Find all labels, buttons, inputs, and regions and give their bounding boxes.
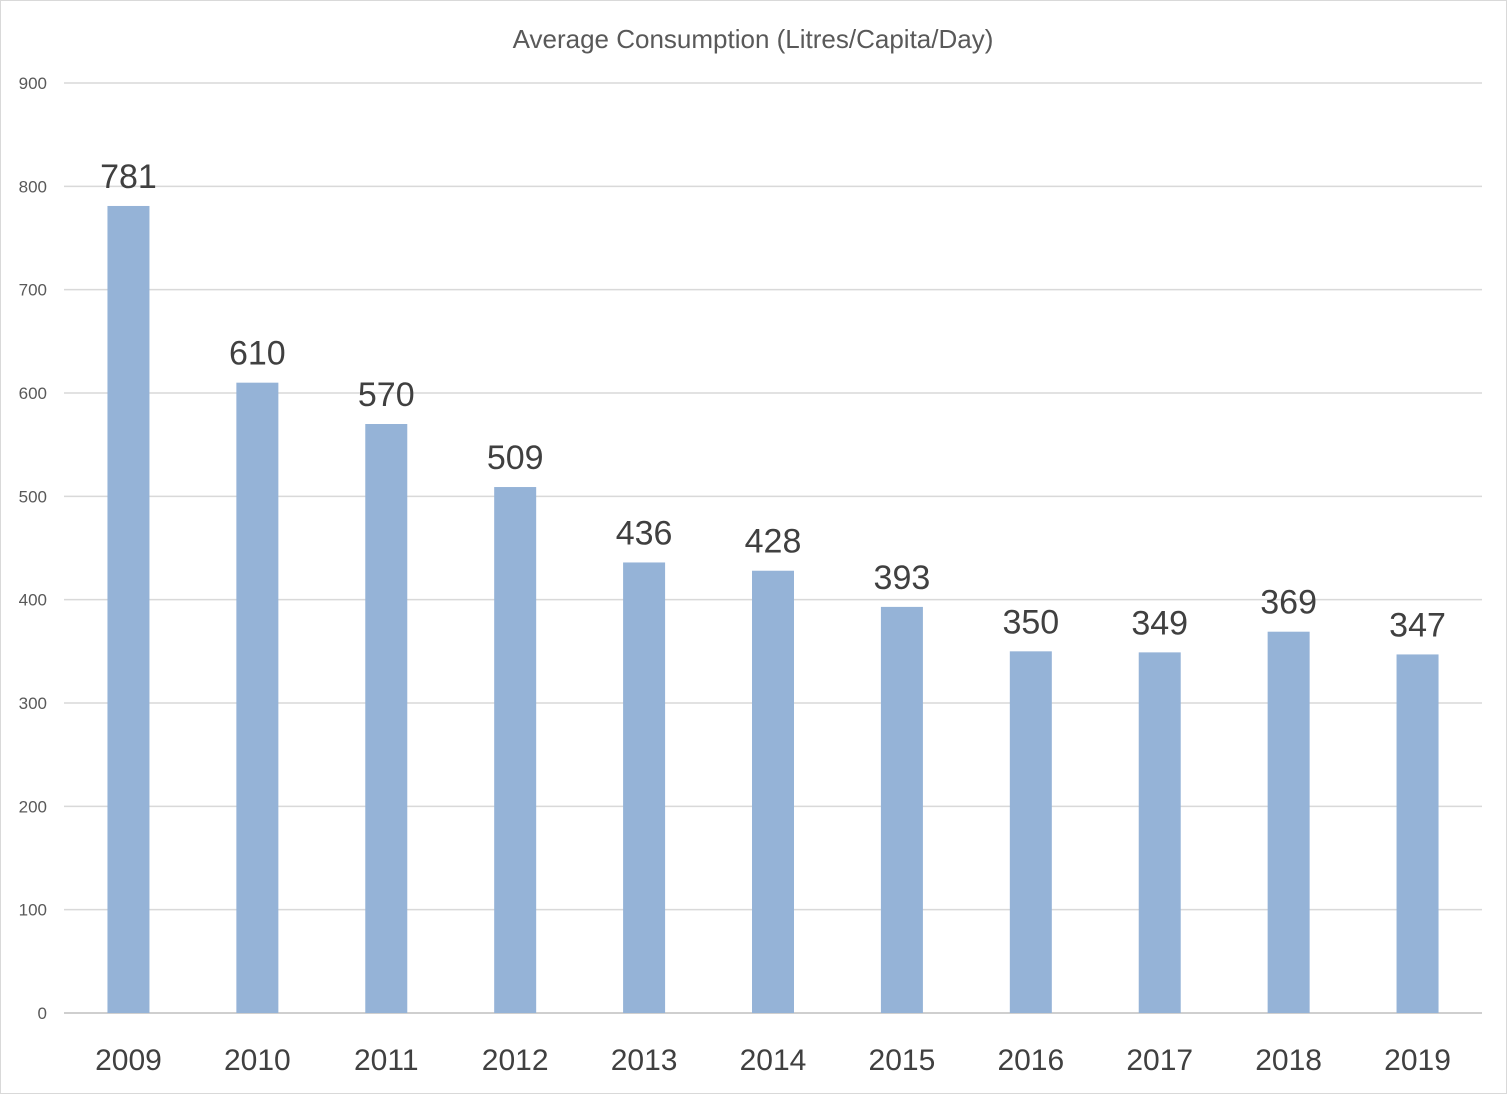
y-tick-label: 600 [19, 384, 47, 403]
y-tick-label: 300 [19, 694, 47, 713]
y-tick-label: 800 [19, 177, 47, 196]
data-label: 428 [745, 523, 802, 561]
data-label: 610 [229, 335, 286, 373]
y-tick-label: 900 [19, 74, 47, 93]
x-axis-ticks: 2009 2010 2011 2012 2013 2014 2015 2016 2017 2018… [95, 1044, 1451, 1077]
y-tick-label: 400 [19, 591, 47, 610]
data-label: 350 [1002, 603, 1059, 641]
data-label: 369 [1260, 584, 1317, 622]
bar [1009, 651, 1052, 1013]
y-tick-label: 500 [19, 487, 47, 506]
bar [880, 606, 923, 1013]
x-tick-label: 2010 [224, 1044, 291, 1077]
x-tick-label: 2015 [869, 1044, 936, 1077]
x-tick-label: 2009 [95, 1044, 162, 1077]
bar [752, 570, 794, 1013]
data-label: 509 [487, 439, 544, 477]
y-tick-label: 100 [19, 901, 47, 920]
data-label: 570 [358, 376, 415, 414]
data-label: 347 [1389, 606, 1446, 644]
chart-title: Average Consumption (Litres/Capita/Day) [513, 24, 994, 54]
data-label: 349 [1131, 604, 1188, 642]
x-tick-label: 2013 [611, 1044, 678, 1077]
bar [107, 205, 150, 1013]
x-tick-label: 2012 [482, 1044, 549, 1077]
bar [623, 562, 666, 1013]
y-axis-ticks: 0 100 200 300 400 500 600 700 800 900 [19, 74, 47, 1023]
bar [1138, 652, 1181, 1013]
y-tick-label: 700 [19, 281, 47, 300]
x-tick-label: 2019 [1384, 1044, 1451, 1077]
data-labels: 781 610 570 509 436 428 393 350 349 369 347 [100, 158, 1446, 644]
x-tick-label: 2016 [997, 1044, 1064, 1077]
bar [494, 487, 537, 1013]
x-tick-label: 2011 [354, 1044, 419, 1077]
bar [365, 424, 408, 1013]
x-tick-label: 2018 [1255, 1044, 1322, 1077]
y-tick-label: 0 [38, 1004, 47, 1023]
bar [1396, 654, 1439, 1013]
x-tick-label: 2014 [740, 1044, 807, 1077]
data-label: 393 [874, 559, 931, 597]
y-tick-label: 200 [19, 797, 47, 816]
x-tick-label: 2017 [1126, 1044, 1193, 1077]
bars [107, 205, 1439, 1014]
data-label: 436 [616, 514, 673, 552]
data-label: 781 [100, 158, 157, 196]
bar [1267, 631, 1310, 1013]
bar [236, 382, 279, 1014]
